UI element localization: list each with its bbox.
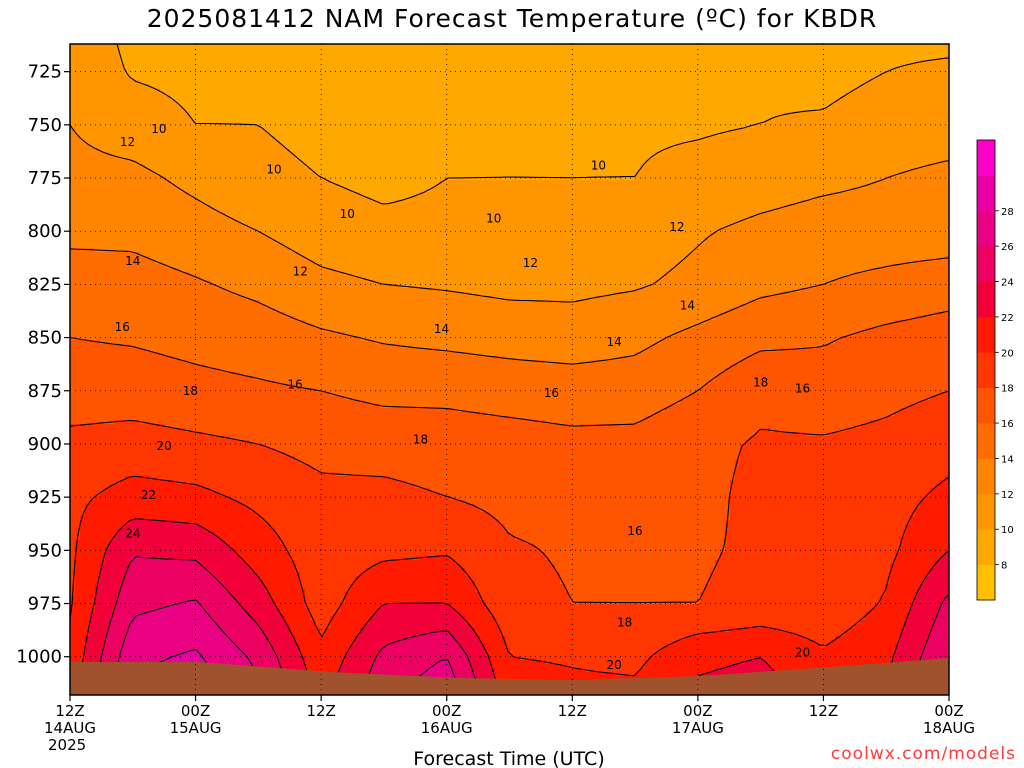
contour-label: 14: [607, 335, 622, 349]
colorbar-legend: 8 10 12 14 16 18 20 22 24 26 28: [977, 140, 1014, 600]
x-tick-label: 18AUG: [923, 719, 975, 737]
contour-label: 20: [795, 645, 810, 659]
contour-label: 16: [115, 320, 130, 334]
colorbar-swatch: [977, 388, 995, 424]
y-tick-label: 750: [28, 115, 62, 136]
colorbar-tick-label: 12: [1001, 490, 1014, 501]
contour-label: 12: [523, 256, 538, 270]
colorbar-swatch: [977, 458, 995, 494]
colorbar-tick-label: 8: [1001, 561, 1007, 572]
x-tick-label: 12Z: [55, 702, 84, 720]
x-axis-title: Forecast Time (UTC): [413, 748, 604, 768]
y-tick-label: 850: [28, 328, 62, 349]
x-tick-label: 15AUG: [170, 719, 222, 737]
y-tick-label: 800: [28, 221, 62, 242]
contour-label: 12: [669, 220, 684, 234]
colorbar-tick-label: 10: [1001, 525, 1014, 536]
contour-label: 18: [183, 384, 198, 398]
contour-label: 10: [591, 158, 606, 172]
y-tick-label: 1000: [16, 647, 62, 668]
contour-label: 18: [753, 375, 768, 389]
contour-label: 10: [486, 211, 501, 225]
x-tick-label: 00Z: [432, 702, 461, 720]
x-tick-label: 12Z: [809, 702, 838, 720]
contour-label: 12: [293, 265, 308, 279]
colorbar-tick-label: 28: [1001, 207, 1014, 218]
colorbar-tick-label: 20: [1001, 348, 1014, 359]
contour-label: 10: [266, 163, 281, 177]
contour-label: 16: [544, 386, 559, 400]
colorbar-tick-label: 22: [1001, 313, 1014, 324]
colorbar-swatch: [977, 352, 995, 388]
x-tick-label: 14AUG: [44, 719, 96, 737]
colorbar-swatch: [977, 282, 995, 318]
y-tick-label: 825: [28, 274, 62, 295]
contour-label: 14: [434, 322, 449, 336]
contour-label: 24: [125, 526, 140, 540]
y-tick-label: 875: [28, 381, 62, 402]
colorbar-tick-label: 16: [1001, 419, 1014, 430]
colorbar-swatch: [977, 175, 995, 211]
colorbar-swatch: [977, 423, 995, 459]
x-tick-label: 00Z: [683, 702, 712, 720]
colorbar-swatch: [977, 565, 995, 601]
x-tick-label: 12Z: [558, 702, 587, 720]
colorbar-swatch: [977, 317, 995, 353]
colorbar-tick-label: 18: [1001, 384, 1014, 395]
contour-label: 18: [617, 616, 632, 630]
colorbar-tick-label: 26: [1001, 242, 1014, 253]
y-tick-label: 775: [28, 168, 62, 189]
x-tick-label: 00Z: [181, 702, 210, 720]
y-axis-pressure: 725 750 775 800 825 850 875 900 925 950 975 1000: [16, 62, 70, 668]
x-tick-label: 2025: [48, 736, 86, 754]
contour-label: 16: [795, 382, 810, 396]
colorbar-swatch: [977, 494, 995, 530]
contour-label: 10: [151, 122, 166, 136]
colorbar-tick-label: 24: [1001, 278, 1014, 289]
colorbar-tick-label: 14: [1001, 454, 1014, 465]
contour-label: 16: [627, 524, 642, 538]
contour-label: 14: [125, 254, 140, 268]
contour-label: 10: [340, 207, 355, 221]
x-tick-label: 17AUG: [672, 719, 724, 737]
y-tick-label: 950: [28, 540, 62, 561]
source-credit: coolwx.com/models: [831, 744, 1016, 764]
colorbar-swatch: [977, 246, 995, 282]
x-tick-label: 12Z: [306, 702, 335, 720]
contour-label: 20: [157, 439, 172, 453]
colorbar-swatch: [977, 211, 995, 247]
contour-label: 16: [287, 377, 302, 391]
temperature-field: [70, 44, 951, 697]
y-tick-label: 900: [28, 434, 62, 455]
y-tick-label: 975: [28, 594, 62, 615]
y-tick-label: 725: [28, 62, 62, 83]
colorbar-swatch: [977, 529, 995, 565]
y-tick-label: 925: [28, 487, 62, 508]
contour-label: 20: [607, 658, 622, 672]
contour-label: 18: [413, 433, 428, 447]
contour-label: 22: [141, 488, 156, 502]
x-tick-label: 16AUG: [421, 719, 473, 737]
contour-label: 12: [120, 135, 135, 149]
contour-label: 14: [680, 299, 695, 313]
colorbar-swatch: [977, 140, 995, 176]
x-tick-label: 00Z: [934, 702, 963, 720]
